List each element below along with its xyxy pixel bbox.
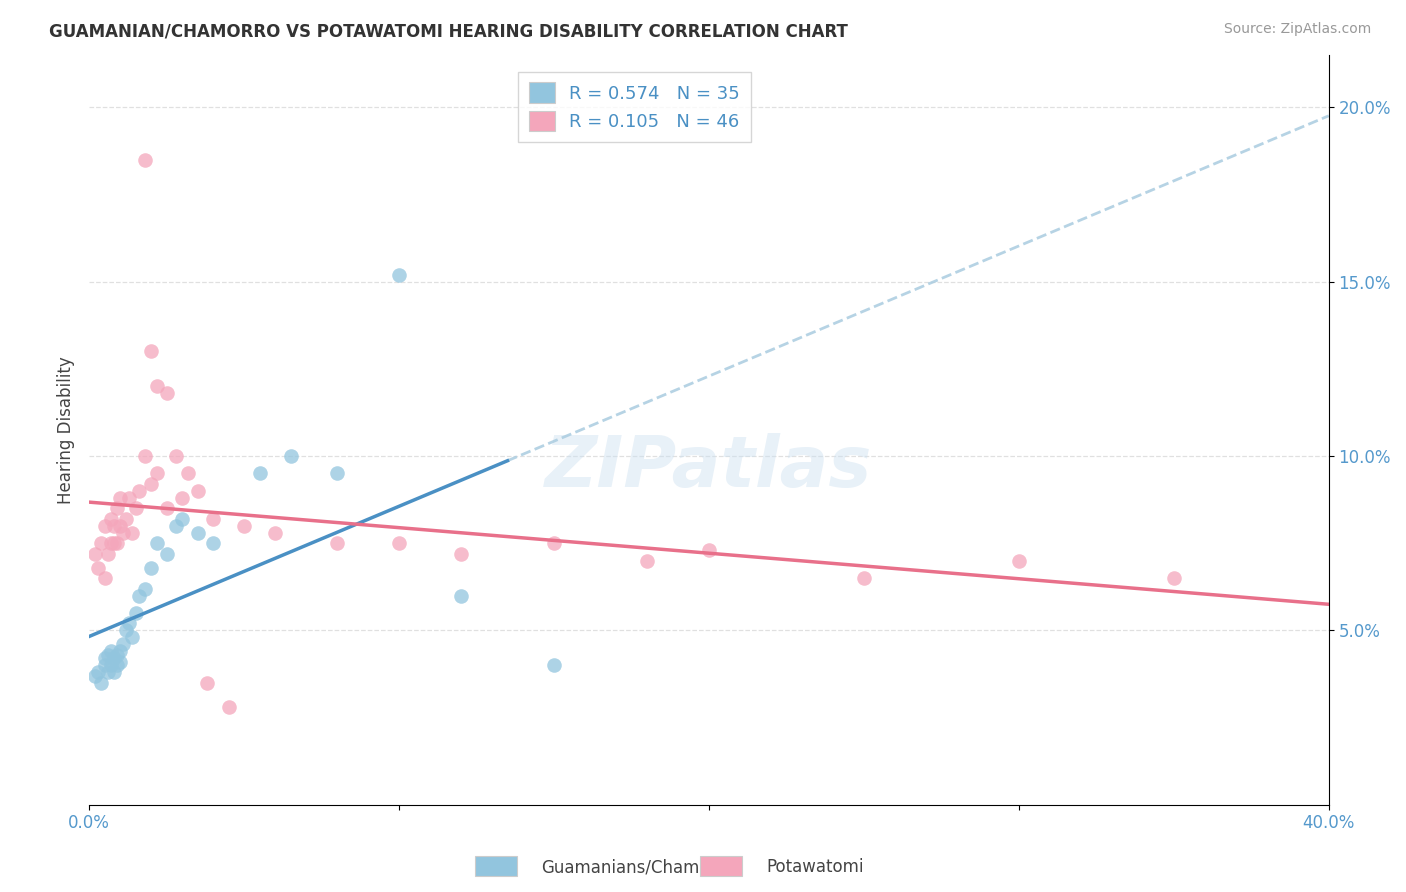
Point	[233, 518, 256, 533]
Point	[108, 655, 131, 669]
Point	[103, 518, 125, 533]
Point	[112, 637, 135, 651]
Point	[187, 525, 209, 540]
Point	[105, 536, 128, 550]
Point	[177, 467, 200, 481]
Point	[852, 571, 875, 585]
Point	[100, 658, 122, 673]
Point	[121, 525, 143, 540]
Point	[165, 518, 187, 533]
Point	[218, 700, 240, 714]
Point	[134, 582, 156, 596]
Point	[202, 512, 225, 526]
Point	[84, 547, 107, 561]
Point	[1163, 571, 1185, 585]
Point	[165, 449, 187, 463]
Point	[93, 571, 115, 585]
Point	[128, 483, 150, 498]
Point	[97, 547, 120, 561]
Point	[264, 525, 287, 540]
Point	[195, 675, 218, 690]
Point	[108, 518, 131, 533]
Point	[697, 543, 720, 558]
Point	[326, 536, 349, 550]
Point	[388, 536, 411, 550]
Point	[543, 658, 565, 673]
Point	[84, 668, 107, 682]
Point	[450, 547, 472, 561]
Point	[112, 525, 135, 540]
Point	[105, 648, 128, 662]
Point	[146, 467, 169, 481]
Point	[118, 616, 141, 631]
Point	[124, 501, 146, 516]
Text: Guamanians/Chamorros: Guamanians/Chamorros	[541, 858, 742, 876]
Text: Potawatomi: Potawatomi	[766, 858, 863, 876]
Point	[124, 606, 146, 620]
Point	[326, 467, 349, 481]
Point	[121, 631, 143, 645]
Point	[280, 449, 302, 463]
Point	[90, 675, 112, 690]
Point	[155, 547, 177, 561]
Point	[100, 512, 122, 526]
Point	[97, 665, 120, 680]
Point	[115, 624, 138, 638]
Y-axis label: Hearing Disability: Hearing Disability	[58, 356, 75, 504]
Point	[100, 536, 122, 550]
Point	[97, 648, 120, 662]
Point	[134, 449, 156, 463]
Point	[170, 512, 193, 526]
Point	[103, 651, 125, 665]
Point	[100, 644, 122, 658]
Point	[105, 658, 128, 673]
Point	[139, 344, 162, 359]
Point	[134, 153, 156, 167]
Text: ZIPatlas: ZIPatlas	[546, 433, 873, 502]
Point	[139, 560, 162, 574]
Point	[90, 536, 112, 550]
Point	[108, 644, 131, 658]
Point	[103, 536, 125, 550]
Point	[187, 483, 209, 498]
Point	[103, 665, 125, 680]
Point	[139, 477, 162, 491]
Point	[170, 491, 193, 505]
Point	[155, 501, 177, 516]
Point	[1008, 554, 1031, 568]
Point	[249, 467, 271, 481]
Point	[93, 518, 115, 533]
Point	[115, 512, 138, 526]
Point	[146, 536, 169, 550]
Point	[146, 379, 169, 393]
Point	[450, 589, 472, 603]
Point	[202, 536, 225, 550]
Text: GUAMANIAN/CHAMORRO VS POTAWATOMI HEARING DISABILITY CORRELATION CHART: GUAMANIAN/CHAMORRO VS POTAWATOMI HEARING…	[49, 22, 848, 40]
Point	[87, 560, 110, 574]
Point	[128, 589, 150, 603]
Legend: R = 0.574   N = 35, R = 0.105   N = 46: R = 0.574 N = 35, R = 0.105 N = 46	[519, 71, 751, 142]
Point	[543, 536, 565, 550]
Text: Source: ZipAtlas.com: Source: ZipAtlas.com	[1223, 22, 1371, 37]
Point	[636, 554, 658, 568]
Point	[118, 491, 141, 505]
Point	[108, 491, 131, 505]
Point	[388, 268, 411, 282]
Point	[105, 501, 128, 516]
Point	[93, 658, 115, 673]
Point	[155, 386, 177, 401]
Point	[87, 665, 110, 680]
Point	[93, 651, 115, 665]
